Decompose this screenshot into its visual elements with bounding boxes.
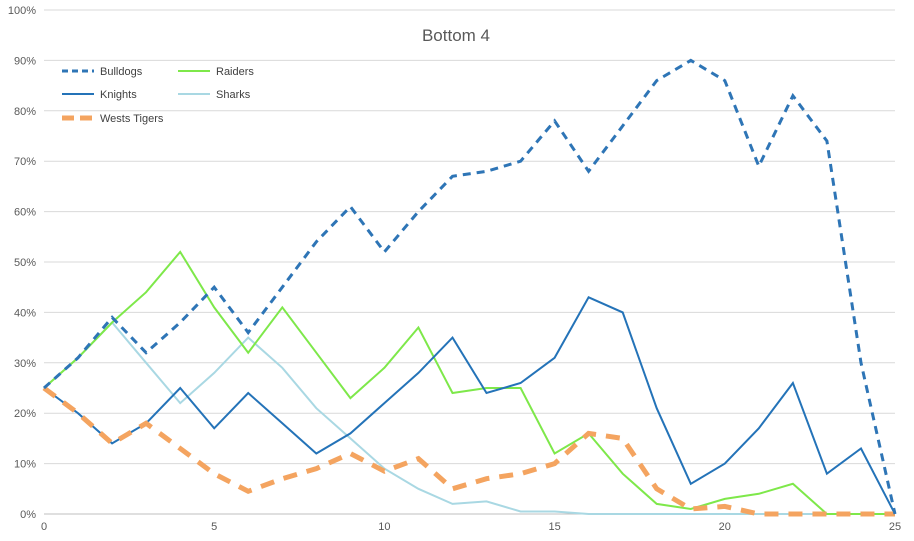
legend-item: Knights: [62, 89, 137, 101]
x-tick-label: 10: [378, 521, 390, 533]
legend-label: Bulldogs: [100, 66, 143, 78]
y-tick-label: 40%: [14, 307, 36, 319]
y-tick-label: 60%: [14, 207, 36, 219]
legend: Bulldogs Raiders Knights Sharks Wests Tigers: [62, 66, 254, 125]
x-tick-labels: 0 5 10 15 20 25: [41, 521, 901, 533]
legend-item: Bulldogs: [62, 66, 143, 78]
y-tick-label: 90%: [14, 55, 36, 67]
y-tick-labels: 0% 10% 20% 30% 40% 50% 60% 70% 80% 90% 100%: [8, 5, 36, 521]
y-tick-label: 70%: [14, 156, 36, 168]
x-tick-label: 0: [41, 521, 47, 533]
legend-label: Sharks: [216, 89, 251, 101]
chart-title: Bottom 4: [422, 26, 490, 45]
gridlines: [44, 9, 895, 465]
y-tick-label: 100%: [8, 5, 36, 17]
legend-label: Raiders: [216, 66, 254, 78]
series-line-raiders: [43, 250, 895, 515]
series-lines: [42, 58, 897, 517]
series-line-knights: [43, 296, 896, 515]
legend-label: Wests Tigers: [100, 113, 164, 125]
y-tick-label: 80%: [14, 106, 36, 118]
legend-label: Knights: [100, 89, 137, 101]
y-tick-label: 30%: [14, 358, 36, 370]
y-tick-label: 20%: [14, 408, 36, 420]
y-tick-label: 10%: [14, 459, 36, 471]
legend-item: Wests Tigers: [62, 113, 164, 125]
x-tick-label: 20: [719, 521, 731, 533]
series-line-wests-tigers: [42, 385, 895, 517]
x-tick-label: 5: [211, 521, 217, 533]
series-line-bulldogs: [43, 58, 897, 515]
legend-item: Raiders: [178, 66, 254, 78]
x-tick-label: 15: [548, 521, 560, 533]
x-tick-label: 25: [889, 521, 901, 533]
legend-item: Sharks: [178, 89, 251, 101]
y-tick-label: 50%: [14, 257, 36, 269]
y-tick-label: 0%: [20, 509, 36, 521]
